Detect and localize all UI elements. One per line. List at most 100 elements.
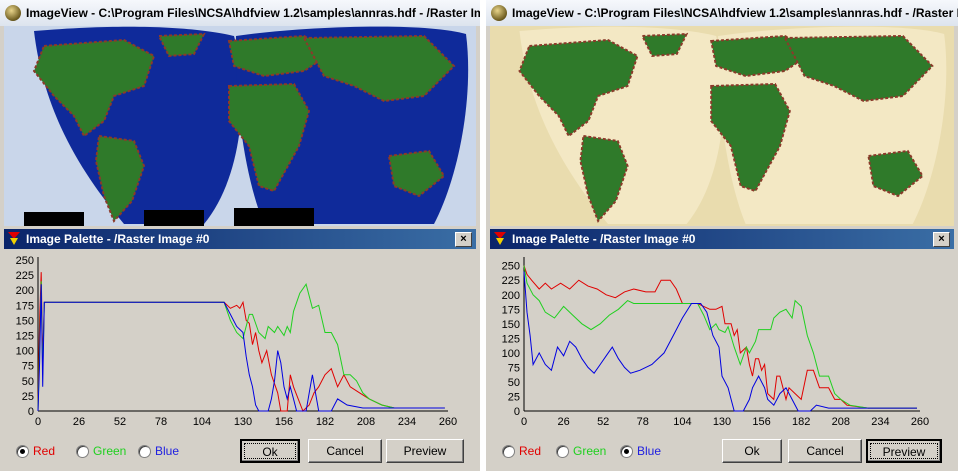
palette-icon xyxy=(494,232,506,245)
raster-image-view[interactable] xyxy=(490,26,954,226)
y-tick-label: 25 xyxy=(22,391,34,403)
y-tick-label: 150 xyxy=(502,319,520,331)
x-tick-label: 52 xyxy=(114,416,126,428)
radio-red-button[interactable] xyxy=(16,445,29,458)
radio-green-label: Green xyxy=(573,443,606,459)
x-tick-label: 156 xyxy=(275,416,293,428)
radio-red[interactable]: Red xyxy=(502,443,552,459)
image-palette-dialog: Image Palette - /Raster Image #0 × 0 25 50… xyxy=(490,229,954,469)
y-tick-label: 225 xyxy=(16,270,34,282)
x-tick-label: 104 xyxy=(673,416,691,428)
cancel-button[interactable]: Cancel xyxy=(788,439,862,463)
cancel-button[interactable]: Cancel xyxy=(308,439,382,463)
y-tick-label: 75 xyxy=(22,361,34,373)
radio-green-button[interactable] xyxy=(556,445,569,458)
radio-red-label: Red xyxy=(33,443,55,459)
series-line-green xyxy=(524,266,917,408)
y-tick-label: 100 xyxy=(502,348,520,360)
radio-green[interactable]: Green xyxy=(556,443,616,459)
radio-blue-label: Blue xyxy=(155,443,179,459)
x-tick-label: 104 xyxy=(193,416,211,428)
world-map-image xyxy=(490,26,954,226)
x-tick-label: 26 xyxy=(73,416,85,428)
y-tick-label: 150 xyxy=(16,315,34,327)
radio-blue[interactable]: Blue xyxy=(138,443,188,459)
y-tick-label: 50 xyxy=(508,377,520,389)
y-tick-label: 125 xyxy=(16,331,34,343)
window-title: ImageView - C:\Program Files\NCSA\hdfvie… xyxy=(512,0,958,26)
radio-green[interactable]: Green xyxy=(76,443,136,459)
image-view-window-2: ImageView - C:\Program Files\NCSA\hdfvie… xyxy=(486,0,958,471)
x-tick-label: 260 xyxy=(911,416,929,428)
palette-title-bar[interactable]: Image Palette - /Raster Image #0 × xyxy=(490,229,954,249)
y-tick-label: 250 xyxy=(16,255,34,267)
x-tick-label: 78 xyxy=(637,416,649,428)
palette-chart[interactable]: 0 25 50 75 100 125 150 175 200 225 250 0 26 52 78 104 13… xyxy=(4,249,476,439)
y-tick-label: 200 xyxy=(16,285,34,297)
java-app-icon xyxy=(491,5,507,21)
series-line-red xyxy=(524,266,917,408)
window-title: ImageView - C:\Program Files\NCSA\hdfvie… xyxy=(26,0,480,26)
radio-red-button[interactable] xyxy=(502,445,515,458)
ok-button[interactable]: Ok xyxy=(240,439,300,463)
palette-title: Image Palette - /Raster Image #0 xyxy=(26,229,209,249)
y-tick-label: 0 xyxy=(28,406,34,418)
palette-title: Image Palette - /Raster Image #0 xyxy=(512,229,695,249)
series-line-blue xyxy=(524,272,917,412)
image-palette-dialog: Image Palette - /Raster Image #0 × 0 25 50… xyxy=(4,229,476,469)
series-line-blue xyxy=(38,284,445,411)
preview-button[interactable]: Preview xyxy=(386,439,464,463)
world-map-image xyxy=(4,26,476,226)
x-tick-label: 26 xyxy=(557,416,569,428)
y-tick-label: 0 xyxy=(514,406,520,418)
radio-blue-button[interactable] xyxy=(620,445,633,458)
series-line-red xyxy=(38,272,445,411)
radio-green-button[interactable] xyxy=(76,445,89,458)
palette-icon xyxy=(8,232,20,245)
close-icon[interactable]: × xyxy=(455,232,472,247)
y-tick-label: 175 xyxy=(16,300,34,312)
y-tick-label: 50 xyxy=(22,376,34,388)
y-tick-label: 175 xyxy=(502,304,520,316)
radio-red-label: Red xyxy=(519,443,541,459)
raster-image-view[interactable] xyxy=(4,26,476,226)
y-tick-label: 125 xyxy=(502,333,520,345)
palette-controls: Red Green Blue Ok Cancel Preview xyxy=(4,433,476,469)
title-bar[interactable]: ImageView - C:\Program Files\NCSA\hdfvie… xyxy=(486,0,958,26)
radio-green-label: Green xyxy=(93,443,126,459)
x-tick-label: 0 xyxy=(521,416,527,428)
title-bar[interactable]: ImageView - C:\Program Files\NCSA\hdfvie… xyxy=(0,0,480,26)
x-tick-label: 78 xyxy=(155,416,167,428)
x-tick-label: 208 xyxy=(832,416,850,428)
y-tick-label: 100 xyxy=(16,346,34,358)
x-tick-label: 260 xyxy=(439,416,457,428)
radio-blue-button[interactable] xyxy=(138,445,151,458)
x-tick-label: 52 xyxy=(597,416,609,428)
close-icon[interactable]: × xyxy=(933,232,950,247)
series-line-green xyxy=(38,281,445,411)
x-tick-label: 130 xyxy=(234,416,252,428)
palette-chart[interactable]: 0 25 50 75 100 125 150 175 200 225 250 0 26 52 78 104 13… xyxy=(490,249,954,439)
chart-axes: 0 25 50 75 100 125 150 175 200 225 250 0 26 52 78 104 13… xyxy=(502,257,930,428)
radio-red[interactable]: Red xyxy=(16,443,66,459)
x-tick-label: 234 xyxy=(871,416,889,428)
preview-button[interactable]: Preview xyxy=(866,439,942,463)
palette-plot-svg: 0 25 50 75 100 125 150 175 200 225 250 0 26 52 78 104 13… xyxy=(490,249,954,439)
x-tick-label: 0 xyxy=(35,416,41,428)
palette-title-bar[interactable]: Image Palette - /Raster Image #0 × xyxy=(4,229,476,249)
java-app-icon xyxy=(5,5,21,21)
x-tick-label: 234 xyxy=(398,416,416,428)
palette-controls: Red Green Blue Ok Cancel Preview xyxy=(490,433,954,469)
ok-button[interactable]: Ok xyxy=(722,439,782,463)
x-tick-label: 208 xyxy=(357,416,375,428)
x-tick-label: 182 xyxy=(792,416,810,428)
image-view-window-1: ImageView - C:\Program Files\NCSA\hdfvie… xyxy=(0,0,480,471)
radio-blue-label: Blue xyxy=(637,443,661,459)
y-tick-label: 25 xyxy=(508,391,520,403)
radio-blue[interactable]: Blue xyxy=(620,443,670,459)
x-tick-label: 156 xyxy=(752,416,770,428)
x-tick-label: 130 xyxy=(713,416,731,428)
palette-plot-svg: 0 25 50 75 100 125 150 175 200 225 250 0 26 52 78 104 13… xyxy=(4,249,476,439)
y-tick-label: 225 xyxy=(502,275,520,287)
y-tick-label: 200 xyxy=(502,290,520,302)
